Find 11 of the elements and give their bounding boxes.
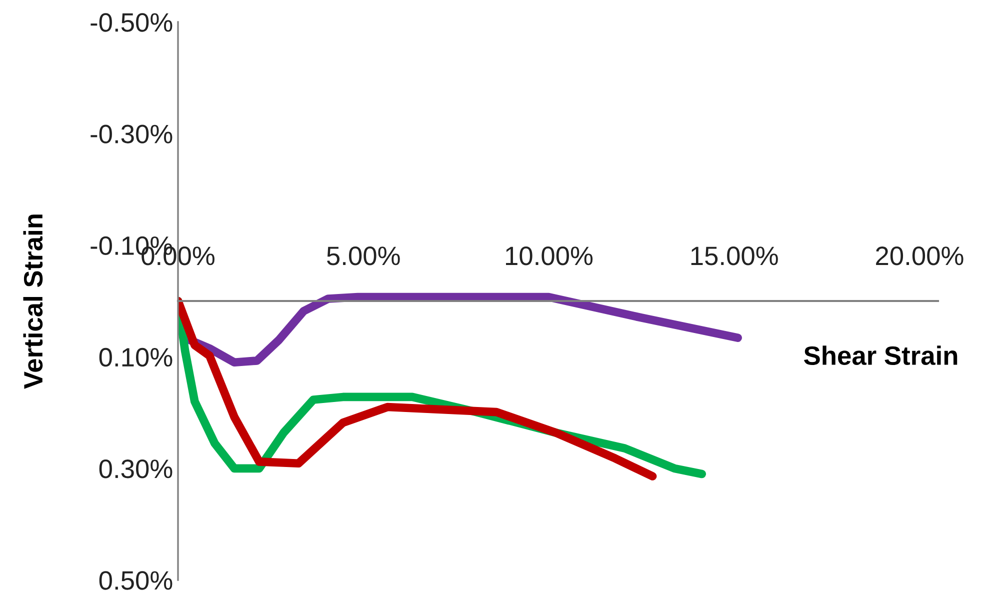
y-tick-label: -0.50% bbox=[90, 13, 172, 32]
y-tick-label: 0.10% bbox=[99, 348, 172, 367]
x-tick-label: 5.00% bbox=[327, 246, 400, 266]
x-axis-title: Shear Strain bbox=[804, 346, 958, 366]
x-tick-label: 15.00% bbox=[691, 246, 778, 266]
y-axis-title: Vertical Strain bbox=[23, 214, 43, 389]
y-tick-label: -0.30% bbox=[90, 124, 172, 144]
x-tick-label: 10.00% bbox=[506, 246, 593, 266]
x-tick-label: 20.00% bbox=[876, 246, 964, 266]
y-tick-label: 0.30% bbox=[99, 460, 172, 478]
y-tick-label: 0.50% bbox=[99, 571, 172, 590]
